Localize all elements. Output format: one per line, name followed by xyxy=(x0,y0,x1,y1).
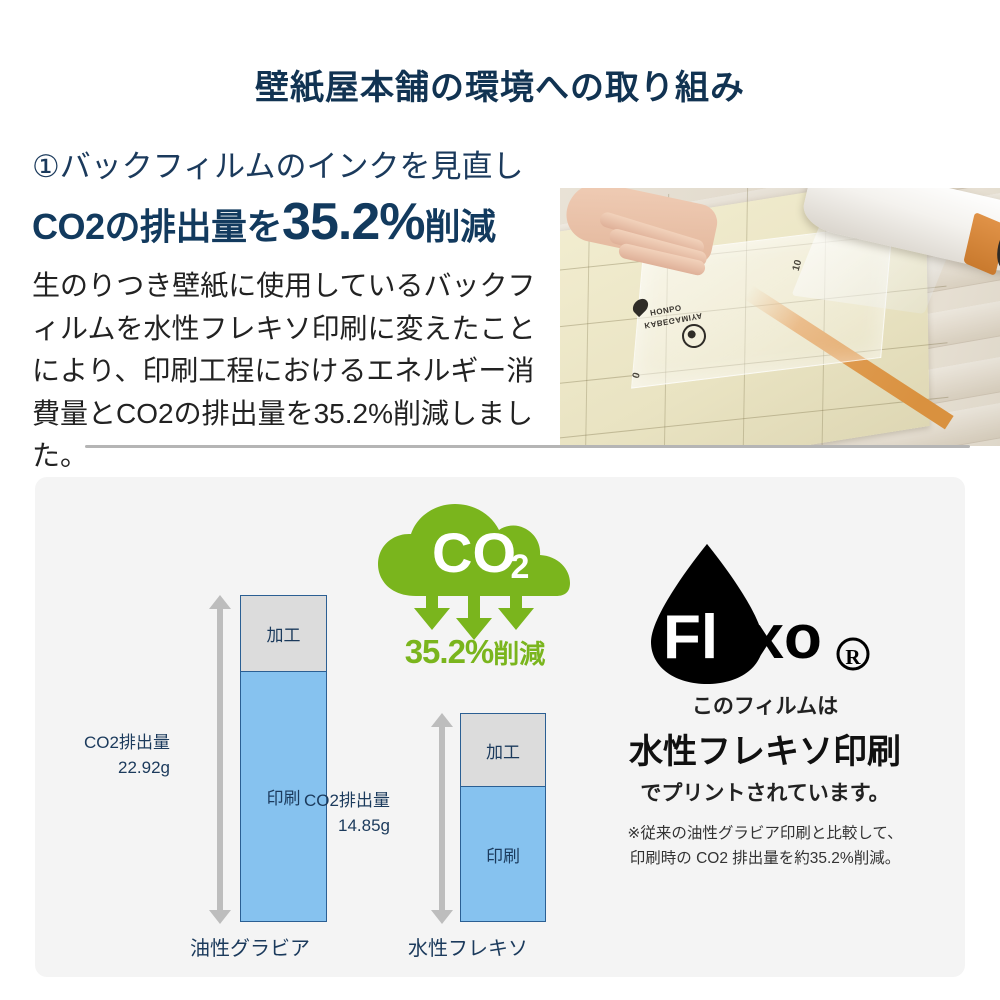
intro-heading-2-value: 35.2% xyxy=(282,192,425,251)
flexo-logo: Fl exo R xyxy=(595,538,935,688)
category-label-water-flexo: 水性フレキソ xyxy=(408,938,528,960)
flexo-headline: 水性フレキソ印刷 xyxy=(629,733,901,771)
measure-arrow-oil-gravure xyxy=(209,595,231,924)
reduction-text: 35.2%削減 xyxy=(370,633,580,671)
bar-segment-processing: 加工 xyxy=(461,714,545,788)
arrow-shaft xyxy=(217,607,223,912)
arrow-head-down-icon xyxy=(209,910,231,924)
flexo-ink-drop-icon: Fl exo R xyxy=(651,544,870,684)
page-title: 壁紙屋本舗の環境への取り組み xyxy=(255,69,745,107)
intro-heading-2: CO2の排出量を35.2%削減 xyxy=(32,191,552,253)
measure-label-title: CO2排出量 xyxy=(304,791,390,810)
category-label-oil-gravure: 油性グラビア xyxy=(190,938,310,960)
flexo-subtitle-bottom: でプリントされています。 xyxy=(640,782,890,805)
measure-label-water-flexo: CO2排出量 14.85g xyxy=(290,789,390,838)
intro-block: ①バックフィルムのインクを見直し CO2の排出量を35.2%削減 生のりつき壁紙… xyxy=(32,148,552,478)
bar-segment-printing: 印刷 xyxy=(241,672,326,921)
arrow-head-up-icon xyxy=(431,713,453,727)
intro-heading-1: ①バックフィルムのインクを見直し xyxy=(32,149,524,184)
svg-text:exo: exo xyxy=(715,603,822,672)
intro-heading-2-prefix: CO2の排出量を xyxy=(32,205,283,247)
chart-baseline xyxy=(85,445,970,448)
flexo-subtitle-top: このフィルムは xyxy=(691,695,839,718)
co2-cloud-icon: CO 2 xyxy=(378,504,570,640)
measure-label-oil-gravure: CO2排出量 22.92g xyxy=(70,731,170,780)
measure-arrow-water-flexo xyxy=(431,713,453,924)
flexo-block: Fl exo R このフィルムは 水性フレキソ印刷 でプリントされています。 ※… xyxy=(595,538,935,871)
intro-heading-2-suffix: 削減 xyxy=(424,205,496,247)
flexo-footnote-line-1: ※従来の油性グラビア印刷と比較して、 xyxy=(627,825,903,842)
arrow-head-down-icon xyxy=(431,910,453,924)
reduction-value: 35.2% xyxy=(404,633,495,670)
svg-text:Fl: Fl xyxy=(663,603,718,672)
co2-reduction-badge: CO 2 35.2%削減 xyxy=(370,500,580,690)
measure-label-value: 22.92g xyxy=(118,757,170,777)
photo-grid-line xyxy=(584,206,591,446)
bar-water-flexo: 加工 印刷 xyxy=(460,713,546,922)
flexo-footnote-line-2: 印刷時の CO2 排出量を約35.2%削減。 xyxy=(629,850,901,868)
arrow-shaft xyxy=(439,725,445,912)
intro-body-text: 生のりつき壁紙に使用しているバックフィルムを水性フレキソ印刷に変えたことにより、… xyxy=(32,270,536,472)
bar-oil-gravure: 加工 印刷 xyxy=(240,595,327,922)
bar-segment-printing: 印刷 xyxy=(461,787,545,921)
bar-segment-processing: 加工 xyxy=(241,596,326,673)
svg-text:2: 2 xyxy=(511,548,530,586)
product-photo: HONPO KABEGAMIYA 0 10 xyxy=(560,188,1000,446)
svg-text:R: R xyxy=(845,645,861,669)
measure-label-value: 14.85g xyxy=(338,815,390,835)
flexo-footnote: ※従来の油性グラビア印刷と比較して、 印刷時の CO2 排出量を約35.2%削減… xyxy=(595,821,935,871)
svg-text:CO: CO xyxy=(432,521,516,584)
summary-panel: 加工 印刷 加工 印刷 CO xyxy=(35,477,965,977)
measure-label-title: CO2排出量 xyxy=(84,733,170,752)
co2-bar-chart: 加工 印刷 加工 印刷 xyxy=(35,477,655,977)
reduction-suffix: 削減 xyxy=(493,639,546,669)
arrow-head-up-icon xyxy=(209,595,231,609)
